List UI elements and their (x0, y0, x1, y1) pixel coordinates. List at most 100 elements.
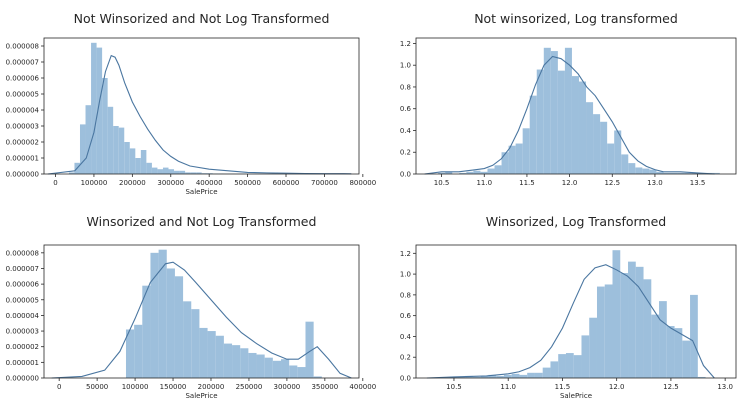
histogram-bar (557, 70, 565, 174)
chart-title: Winsorized, Log Transformed (486, 214, 667, 229)
y-tick-label: 0.000005 (6, 296, 39, 304)
kde-curve (47, 54, 352, 175)
histogram-bar (85, 105, 92, 174)
histogram-bar (515, 143, 523, 174)
histogram-bar (199, 327, 208, 378)
x-tick-label: 10.5 (446, 383, 462, 391)
histogram-bar (607, 143, 615, 174)
histogram-bar (578, 81, 587, 174)
histogram-bar (240, 348, 249, 378)
y-tick-label: 0.8 (400, 83, 411, 91)
histogram-bar (438, 172, 446, 174)
y-tick-label: 0.000008 (6, 249, 39, 257)
x-tick-label: 150000 (160, 383, 187, 391)
y-tick-label: 0.000000 (6, 171, 39, 179)
histogram-bar (68, 172, 75, 174)
histogram-bar (313, 376, 322, 378)
x-tick-label: 600000 (273, 179, 300, 187)
histogram-bar (635, 167, 643, 174)
histogram-bar (628, 163, 636, 174)
histogram-bar (459, 172, 467, 174)
histogram-bar (445, 171, 453, 174)
chart-panel-2: 10.5 11.0 11.5 12.0 12.5 13.0 13.5 0.0 0.2 0.4 0.6… (400, 11, 737, 187)
y-tick-label: 1.2 (400, 250, 411, 258)
histogram-bar (190, 172, 197, 174)
histogram-bar (604, 284, 613, 378)
y-tick-label: 0.000004 (6, 107, 40, 115)
histogram-bar (659, 301, 667, 378)
y-tick-label: 0.0 (400, 171, 411, 179)
chart-title: Not Winsorized and Not Log Transformed (74, 11, 330, 26)
histogram-bar (207, 331, 216, 378)
y-tick-label: 0.8 (400, 291, 411, 299)
y-tick-label: 0.000005 (6, 91, 39, 99)
chart-panel-1: 0 100000 200000 300000 400000 500000 600000 700… (6, 11, 377, 196)
histogram-bar (466, 171, 474, 174)
x-tick-label: 11.5 (519, 179, 535, 187)
histogram-bar (150, 252, 159, 378)
y-tick-label: 0.000000 (6, 375, 39, 383)
histogram-bar (565, 353, 574, 378)
y-tick-label: 1.0 (400, 271, 411, 279)
histogram-bar (536, 69, 544, 174)
x-tick-label: 200000 (198, 383, 225, 391)
y-tick-label: 0.000003 (6, 123, 39, 131)
histogram-bar (494, 165, 502, 174)
histogram-bar (166, 268, 175, 378)
histogram-bar (691, 172, 699, 174)
axes-frame (43, 37, 360, 175)
histogram-bar (248, 352, 257, 378)
x-tick-label: 13.0 (717, 383, 733, 391)
x-tick-label: 11.0 (476, 179, 492, 187)
x-tick-label: 400000 (349, 383, 376, 391)
histogram-bar (96, 47, 103, 174)
histogram-bar (593, 114, 601, 174)
histogram-bar (281, 359, 290, 378)
x-tick-label: 12.0 (609, 383, 625, 391)
histogram-bar (581, 335, 590, 378)
histogram-bar (487, 168, 495, 174)
x-tick-label: 0 (53, 179, 57, 187)
histogram-bar (125, 329, 135, 378)
histogram-bar (297, 367, 306, 378)
y-tick-label: 0.000008 (6, 43, 39, 51)
histogram-bar (635, 266, 644, 378)
x-tick-label: 11.0 (500, 383, 516, 391)
x-tick-label: 200000 (119, 179, 146, 187)
histogram-bar (573, 355, 582, 378)
x-tick-label: 350000 (311, 383, 338, 391)
histogram-bar (118, 127, 125, 174)
histogram-bar (508, 145, 516, 174)
y-tick-label: 0.6 (400, 312, 412, 320)
axes-frame (415, 244, 737, 379)
chart-panel-3: 0 50000 100000 150000 200000 250000 300000 3500… (6, 214, 377, 400)
kde-curve (424, 55, 715, 175)
y-tick-label: 0.6 (400, 105, 412, 113)
x-tick-label: 13.0 (647, 179, 663, 187)
y-tick-label: 0.000007 (6, 265, 39, 273)
histogram-bar (179, 170, 186, 174)
histogram-bar (129, 148, 136, 174)
histogram-bar (649, 169, 657, 174)
histogram-bar (215, 335, 224, 378)
histogram-bar (185, 172, 191, 174)
histogram-bar (651, 314, 660, 378)
x-tick-label: 700000 (311, 179, 338, 187)
x-tick-label: 50000 (86, 383, 108, 391)
histogram-bar (519, 374, 528, 378)
histogram-bar (596, 286, 605, 378)
y-tick-label: 0.000001 (6, 155, 39, 163)
histogram-bar (670, 172, 678, 174)
histogram-bar (472, 376, 481, 378)
histogram-bar (124, 142, 130, 174)
histogram-bar (697, 376, 706, 378)
histogram-bar (168, 169, 175, 174)
histogram-bar (600, 121, 608, 174)
histogram-bar (480, 375, 489, 378)
histogram-bar (305, 321, 314, 378)
histogram-bar (272, 360, 282, 378)
y-tick-label: 0.000004 (6, 312, 40, 320)
histogram-bar (628, 261, 636, 379)
histogram-bar (677, 172, 685, 174)
